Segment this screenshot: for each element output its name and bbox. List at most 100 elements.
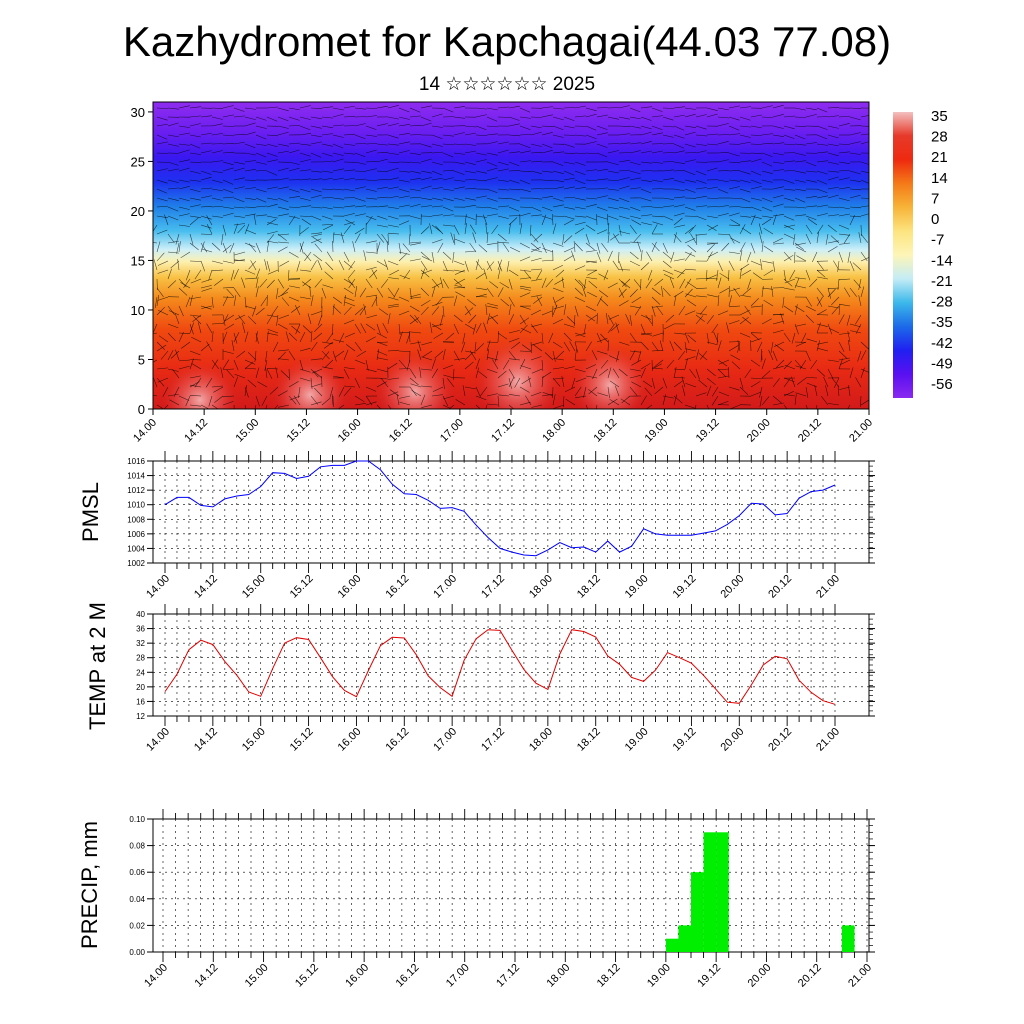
wind-barb (434, 350, 444, 359)
wind-barb (354, 395, 365, 403)
wind-barb (761, 179, 773, 183)
wind-barb (332, 304, 335, 316)
wind-barb (645, 404, 653, 409)
wind-barb (640, 170, 653, 172)
wind-barb (266, 368, 273, 379)
wind-barb (244, 269, 256, 275)
wind-barb (281, 297, 290, 307)
wind-barb (530, 170, 542, 174)
wind-barb (574, 287, 584, 296)
wind-barb (706, 341, 718, 346)
colorbar-label: -7 (931, 232, 944, 249)
wind-barb (651, 150, 663, 154)
wind-barb (717, 151, 730, 154)
wind-barb (791, 332, 796, 344)
wind-barb (200, 115, 212, 118)
wind-barb (156, 197, 168, 202)
wind-barb (398, 368, 411, 370)
precip-y-label: PRECIP, mm (77, 821, 102, 949)
wind-barb (173, 386, 180, 397)
wind-barb (267, 329, 279, 334)
wind-barb (552, 296, 558, 308)
y-tick-label: 20 (136, 683, 145, 692)
wind-barb (331, 393, 334, 406)
wind-barb (750, 298, 759, 307)
wind-barb (153, 359, 158, 363)
wind-barb (508, 368, 515, 379)
wind-barb (588, 389, 598, 397)
wind-barb (816, 195, 828, 199)
temp-y-label: TEMP at 2 M (85, 602, 110, 730)
wind-barb (469, 350, 477, 361)
wind-barb (750, 338, 762, 343)
wind-barb (156, 215, 168, 219)
wind-barb (200, 260, 206, 272)
wind-barb (211, 296, 214, 308)
wind-barb (563, 255, 574, 262)
wind-barb (519, 134, 532, 136)
wind-barb (618, 116, 630, 120)
wind-barb (530, 143, 542, 147)
wind-barb (178, 241, 181, 253)
wind-barb (288, 277, 301, 280)
wind-barb (587, 291, 598, 298)
wind-barb (167, 187, 179, 190)
colorbar-label: -28 (931, 294, 953, 311)
wind-barb (637, 350, 642, 362)
wind-barb (222, 401, 234, 406)
wind-barb (838, 123, 850, 127)
wind-barb (625, 313, 631, 325)
wind-barb (487, 314, 499, 320)
wind-barb (651, 242, 660, 252)
wind-barb (332, 124, 344, 127)
wind-barb (618, 185, 630, 190)
wind-barb (440, 277, 444, 289)
wind-barb (409, 170, 421, 174)
wind-barb (233, 223, 238, 235)
wind-barb (486, 141, 498, 145)
wind-barb (269, 386, 279, 395)
wind-barb (348, 278, 356, 289)
wind-barb (585, 314, 596, 322)
wind-barb (289, 395, 301, 401)
wind-barb (299, 331, 306, 343)
wind-barb (637, 241, 642, 253)
wind-barb (453, 224, 460, 235)
wind-barb (772, 214, 784, 217)
wind-barb (783, 360, 792, 370)
wind-barb (387, 161, 400, 163)
wind-barb (618, 278, 627, 288)
wind-barb (519, 206, 532, 208)
wind-barb (684, 206, 696, 211)
x-tick-label: 14.12 (192, 962, 220, 990)
wind-barb (453, 358, 465, 361)
wind-barb (497, 205, 509, 208)
wind-barb (783, 188, 795, 191)
wind-barb (486, 152, 498, 156)
wind-barb (739, 106, 751, 109)
wind-barb (596, 114, 608, 118)
wind-barb (365, 401, 377, 406)
wind-barb (673, 179, 685, 184)
wind-barb (597, 392, 609, 397)
wind-barb (827, 161, 839, 165)
wind-barb (376, 260, 387, 267)
wind-barb (519, 386, 530, 393)
wind-barb (821, 396, 829, 406)
wind-barb (816, 107, 828, 113)
wind-barb (255, 395, 260, 407)
wind-barb (717, 401, 729, 406)
wind-barb (750, 391, 762, 397)
wind-barb (464, 214, 467, 226)
wind-barb (783, 179, 795, 184)
wind-barb (641, 332, 653, 336)
wind-barb (409, 317, 420, 325)
wind-barb (533, 344, 543, 352)
wind-barb (299, 296, 311, 300)
wind-barb (387, 215, 399, 220)
wind-barb (257, 381, 268, 388)
wind-barb (588, 386, 598, 395)
wind-barb (264, 259, 268, 271)
wind-barb (376, 350, 388, 356)
wind-barb (475, 323, 482, 334)
